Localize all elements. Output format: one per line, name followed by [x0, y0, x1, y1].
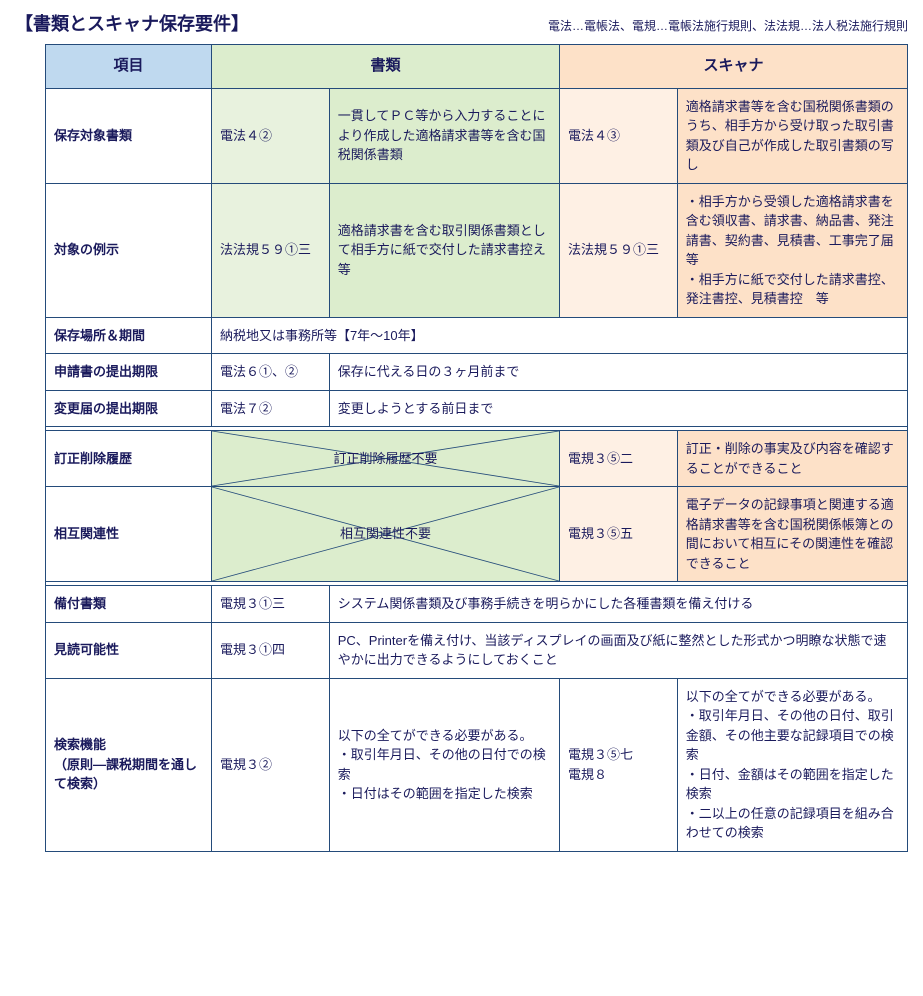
row-label: 検索機能（原則―課税期間を通して検索）: [46, 678, 212, 851]
scan-desc-cell: 訂正・削除の事実及び内容を確認することができること: [677, 431, 907, 487]
table-row: 備付書類 電規３①三 システム関係書類及び事務手続きを明らかにした各種書類を備え…: [46, 586, 908, 623]
table-row: 保存場所＆期間 納税地又は事務所等【7年～10年】: [46, 317, 908, 354]
scan-desc-cell: 以下の全てができる必要がある。・取引年月日、その他の日付、取引金額、その他主要な…: [677, 678, 907, 851]
scan-law-cell: 電規３⑤二: [559, 431, 677, 487]
merged-cell: システム関係書類及び事務手続きを明らかにした各種書類を備え付ける: [329, 586, 907, 623]
doc-desc-cell: 以下の全てができる必要がある。・取引年月日、その他の日付での検索・日付はその範囲…: [329, 678, 559, 851]
doc-law-cell: 法法規５９①三: [211, 183, 329, 317]
requirements-table: 項目 書類 スキャナ 保存対象書類 電法４② 一貫してＰＣ等から入力することによ…: [45, 44, 908, 852]
row-label: 保存場所＆期間: [46, 317, 212, 354]
table-row: 申請書の提出期限 電法６①、② 保存に代える日の３ヶ月前まで: [46, 354, 908, 391]
row-label: 保存対象書類: [46, 88, 212, 183]
row-label: 相互関連性: [46, 487, 212, 582]
table-row: 相互関連性 相互関連性不要 電規３⑤五 電子データの記録事項と関連する適格請求書…: [46, 487, 908, 582]
merged-cell: 納税地又は事務所等【7年～10年】: [211, 317, 907, 354]
doc-law-cell: 電規３②: [211, 678, 329, 851]
doc-crossed-cell: 訂正削除履歴不要: [211, 431, 559, 487]
table-row: 見読可能性 電規３①四 PC、Printerを備え付け、当該ディスプレイの画面及…: [46, 622, 908, 678]
hdr-item: 項目: [46, 45, 212, 89]
doc-crossed-cell: 相互関連性不要: [211, 487, 559, 582]
table-row: 保存対象書類 電法４② 一貫してＰＣ等から入力することにより作成した適格請求書等…: [46, 88, 908, 183]
doc-law-cell: 電法７②: [211, 390, 329, 427]
scan-law-cell: 電規３⑤五: [559, 487, 677, 582]
doc-desc-cell: 適格請求書を含む取引関係書類として相手方に紙で交付した請求書控え 等: [329, 183, 559, 317]
doc-law-cell: 電規３①四: [211, 622, 329, 678]
crossed-text: 訂正削除履歴不要: [333, 451, 437, 466]
table-header-row: 項目 書類 スキャナ: [46, 45, 908, 89]
row-label: 備付書類: [46, 586, 212, 623]
doc-desc-cell: 一貫してＰＣ等から入力することにより作成した適格請求書等を含む国税関係書類: [329, 88, 559, 183]
crossed-text: 相互関連性不要: [340, 526, 431, 541]
scan-desc-cell: 適格請求書等を含む国税関係書類のうち、相手方から受け取った取引書類及び自己が作成…: [677, 88, 907, 183]
legend-text: 電法…電帳法、電規…電帳法施行規則、法法規…法人税法施行規則: [548, 17, 908, 34]
row-label: 見読可能性: [46, 622, 212, 678]
row-label: 訂正削除履歴: [46, 431, 212, 487]
page-title: 【書類とスキャナ保存要件】: [15, 10, 249, 36]
scan-desc-cell: ・相手方から受領した適格請求書を含む領収書、請求書、納品書、発注請書、契約書、見…: [677, 183, 907, 317]
table-row: 訂正削除履歴 訂正削除履歴不要 電規３⑤二 訂正・削除の事実及び内容を確認するこ…: [46, 431, 908, 487]
scan-law-cell: 電法４③: [559, 88, 677, 183]
doc-law-cell: 電法６①、②: [211, 354, 329, 391]
table-row: 検索機能（原則―課税期間を通して検索） 電規３② 以下の全てができる必要がある。…: [46, 678, 908, 851]
table-row: 対象の例示 法法規５９①三 適格請求書を含む取引関係書類として相手方に紙で交付し…: [46, 183, 908, 317]
row-label: 申請書の提出期限: [46, 354, 212, 391]
row-label: 対象の例示: [46, 183, 212, 317]
table-row: 変更届の提出期限 電法７② 変更しようとする前日まで: [46, 390, 908, 427]
scan-desc-cell: 電子データの記録事項と関連する適格請求書等を含む国税関係帳簿との間において相互に…: [677, 487, 907, 582]
merged-cell: 変更しようとする前日まで: [329, 390, 907, 427]
doc-law-cell: 電法４②: [211, 88, 329, 183]
doc-law-cell: 電規３①三: [211, 586, 329, 623]
hdr-scan: スキャナ: [559, 45, 907, 89]
merged-cell: 保存に代える日の３ヶ月前まで: [329, 354, 907, 391]
merged-cell: PC、Printerを備え付け、当該ディスプレイの画面及び紙に整然とした形式かつ…: [329, 622, 907, 678]
scan-law-cell: 法法規５９①三: [559, 183, 677, 317]
hdr-doc: 書類: [211, 45, 559, 89]
scan-law-cell: 電規３⑤七電規８: [559, 678, 677, 851]
row-label: 変更届の提出期限: [46, 390, 212, 427]
